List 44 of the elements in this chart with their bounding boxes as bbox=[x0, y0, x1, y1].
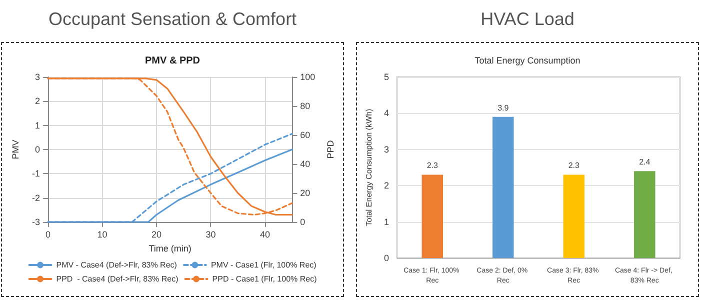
data-label: 2.3 bbox=[426, 161, 438, 170]
x-tick-label: 0 bbox=[45, 230, 51, 240]
x-tick-label: 30 bbox=[206, 230, 216, 240]
y-tick-label: 4 bbox=[384, 108, 389, 118]
x-axis-title: Time (min) bbox=[148, 243, 192, 254]
y-tick-label: 2 bbox=[34, 96, 40, 106]
y-tick-label: -1 bbox=[32, 168, 40, 179]
y2-axis-title: PPD bbox=[326, 140, 336, 159]
y-tick-label: -3 bbox=[32, 217, 40, 227]
y-tick-label: 0 bbox=[384, 253, 389, 263]
x-tick-label: 10 bbox=[97, 230, 108, 240]
y-tick-label: 1 bbox=[384, 216, 389, 227]
data-label: 3.9 bbox=[498, 103, 510, 112]
chart-title: Occupant Sensation & Comfort bbox=[47, 8, 298, 31]
x-tick-label: 20 bbox=[151, 230, 162, 240]
x-tick-label: 40 bbox=[260, 230, 270, 240]
legend-label: PPD - Case1 (Flr, 100% Rec) bbox=[212, 274, 318, 284]
chart-subtitle: PMV & PPD bbox=[144, 56, 200, 66]
y2-tick-label: 20 bbox=[300, 188, 310, 198]
bar bbox=[422, 174, 443, 258]
y-tick-label: -2 bbox=[32, 192, 40, 203]
bar bbox=[563, 174, 584, 258]
y-tick-label: 5 bbox=[384, 72, 389, 82]
y-tick-label: 0 bbox=[34, 144, 40, 154]
y-tick-label: 2 bbox=[384, 180, 389, 191]
y2-tick-label: 40 bbox=[300, 159, 310, 169]
data-label: 2.3 bbox=[568, 161, 580, 170]
legend-label: PPD - Case4 (Def->Flr, 83% Rec) bbox=[56, 274, 179, 284]
y-axis-title: PMV bbox=[10, 140, 20, 160]
chart-subtitle: Total Energy Consumption bbox=[474, 56, 580, 66]
y-tick-label: 1 bbox=[34, 120, 40, 130]
bar bbox=[492, 116, 514, 258]
y-axis-title: Total Energy Consumption (kWh) bbox=[364, 108, 374, 226]
y2-tick-label: 80 bbox=[300, 101, 310, 111]
bar bbox=[634, 171, 656, 258]
data-label: 2.4 bbox=[639, 158, 651, 167]
y-tick-label: 3 bbox=[34, 72, 40, 82]
chart-title: HVAC Load bbox=[480, 8, 576, 31]
y2-tick-label: 100 bbox=[300, 72, 316, 82]
legend-label: PMV - Case4 (Def->Flr, 83% Rec) bbox=[56, 260, 178, 270]
legend-label: PMV - Case1 (Flr, 100% Rec) bbox=[210, 260, 317, 270]
y2-tick-label: 0 bbox=[300, 217, 306, 227]
y2-tick-label: 60 bbox=[300, 130, 310, 140]
y-tick-label: 3 bbox=[384, 144, 389, 154]
